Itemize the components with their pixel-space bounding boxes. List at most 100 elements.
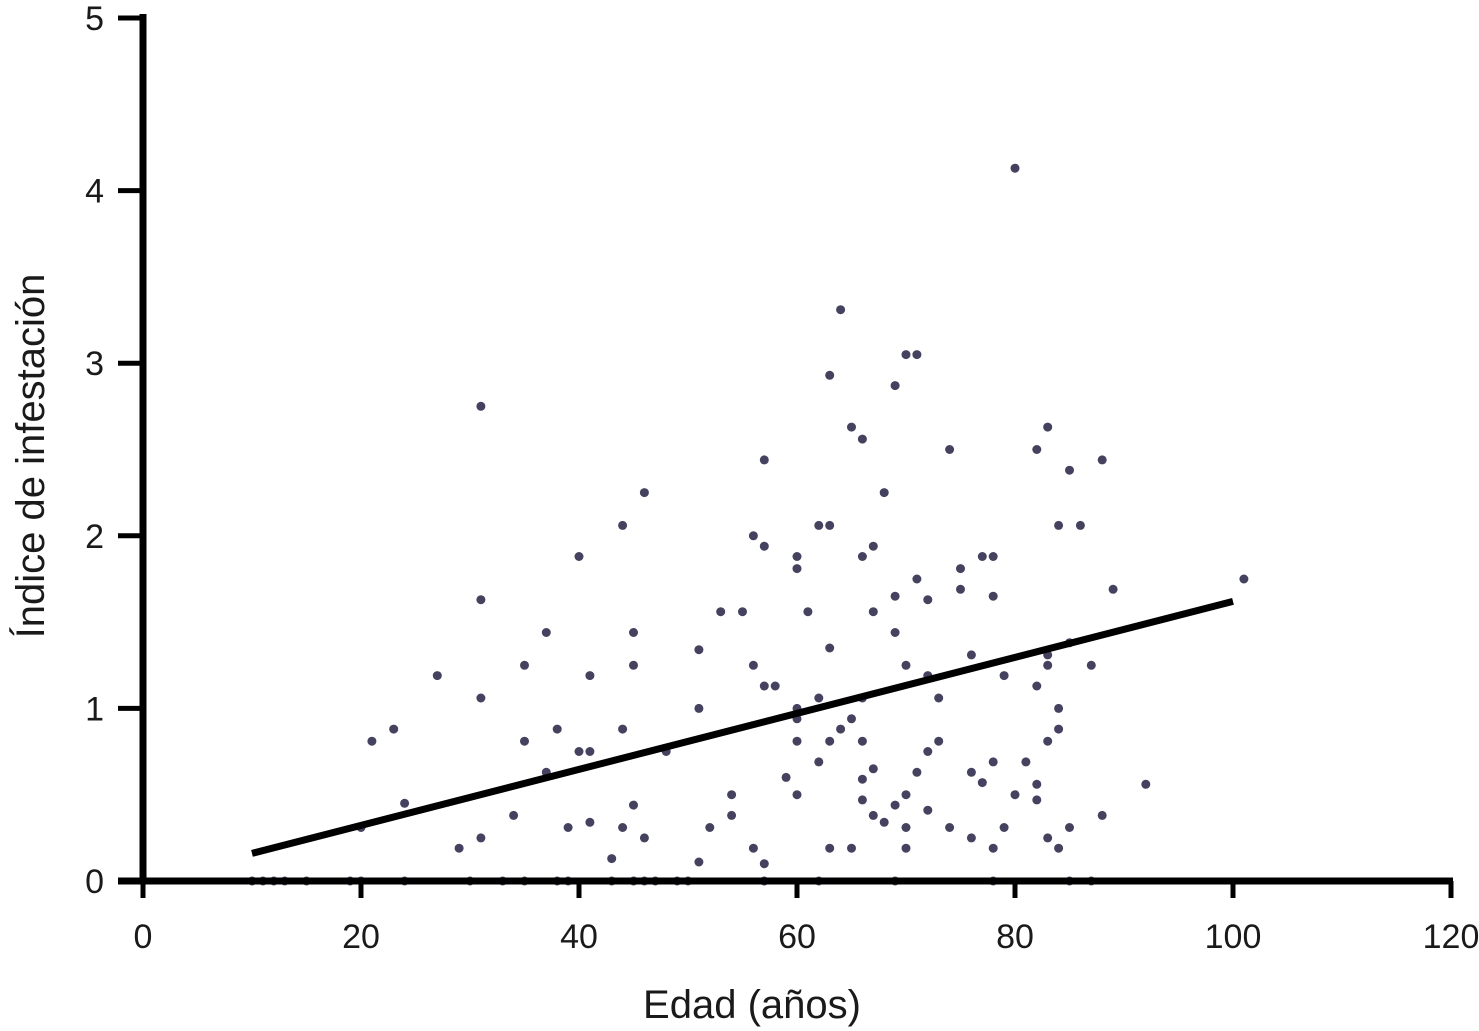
data-point [585,671,595,681]
data-point [1043,736,1053,746]
data-point [629,660,638,670]
data-point [868,810,878,820]
x-tick-label: 80 [996,918,1034,956]
data-point [1097,810,1107,820]
data-point [923,747,933,756]
data-point [999,823,1009,832]
data-point [1075,520,1085,530]
y-tick-label: 2 [85,518,104,556]
data-point [727,790,737,800]
data-point [759,541,769,551]
data-point [1065,823,1074,832]
data-point [956,584,965,594]
data-point [945,823,955,832]
data-point [825,843,835,853]
data-point [847,843,856,853]
data-point [618,724,628,734]
data-point [574,552,584,561]
data-point [901,823,911,832]
data-point [552,724,562,734]
data-point [748,843,758,853]
data-point [1043,422,1053,432]
data-point [1239,574,1249,584]
x-tick-label: 60 [778,918,816,956]
data-point [890,591,900,601]
data-point [1054,703,1064,713]
data-point [977,778,987,788]
data-point [836,724,846,734]
y-tick-label: 5 [85,0,104,38]
data-point [509,810,519,820]
data-point [879,488,889,498]
data-point [825,643,835,653]
data-point [868,541,878,551]
data-point [738,607,747,617]
data-point [1054,843,1064,853]
data-point [1065,465,1074,475]
data-point [585,817,595,827]
data-point [694,645,704,655]
data-point [901,843,911,853]
data-point [912,574,922,584]
data-point [792,552,802,561]
data-point [618,520,628,530]
data-point [901,350,911,360]
data-point [890,628,900,637]
data-point [999,671,1009,681]
data-point [781,772,791,782]
data-point [1032,795,1042,805]
data-point [694,857,704,867]
data-point [476,401,486,411]
data-point [770,681,780,691]
data-point [1032,779,1042,789]
data-point [585,747,595,756]
data-point [1043,660,1053,670]
data-point [1054,724,1064,734]
data-point [825,736,835,746]
data-point [432,671,442,681]
x-tick-label: 120 [1423,918,1479,956]
data-point [825,520,835,530]
data-point [901,790,911,800]
data-point [1043,833,1053,843]
data-point [520,660,529,670]
data-point [792,736,802,746]
data-point [836,305,846,315]
data-point [890,800,900,810]
data-point [901,660,911,670]
data-point [520,736,529,746]
data-point [541,628,551,637]
data-point [400,798,410,808]
data-point [868,607,878,617]
data-point [988,757,998,767]
data-point [454,843,464,853]
data-point [748,531,758,541]
data-point [1032,445,1042,454]
data-point [966,650,976,660]
data-point [629,628,638,637]
data-point [847,422,856,432]
data-point [988,843,998,853]
data-point [857,552,867,561]
x-tick-label: 40 [560,918,598,956]
data-point [923,805,933,815]
data-point [912,350,922,360]
data-point [618,823,628,832]
data-point [639,488,649,498]
data-point [988,591,998,601]
data-point [988,552,998,561]
x-tick-label: 100 [1205,918,1262,956]
data-point [857,774,867,784]
y-tick-label: 1 [85,690,104,728]
data-point [759,681,769,691]
x-axis-ticks: 0 20 40 60 80 100 120 [134,881,1479,956]
data-point [966,767,976,777]
data-point [629,800,638,810]
trend-line [251,597,1234,857]
y-tick-label: 0 [85,863,104,901]
data-point [792,564,802,574]
data-point [476,595,486,605]
data-point [574,747,584,756]
data-point [890,381,900,391]
